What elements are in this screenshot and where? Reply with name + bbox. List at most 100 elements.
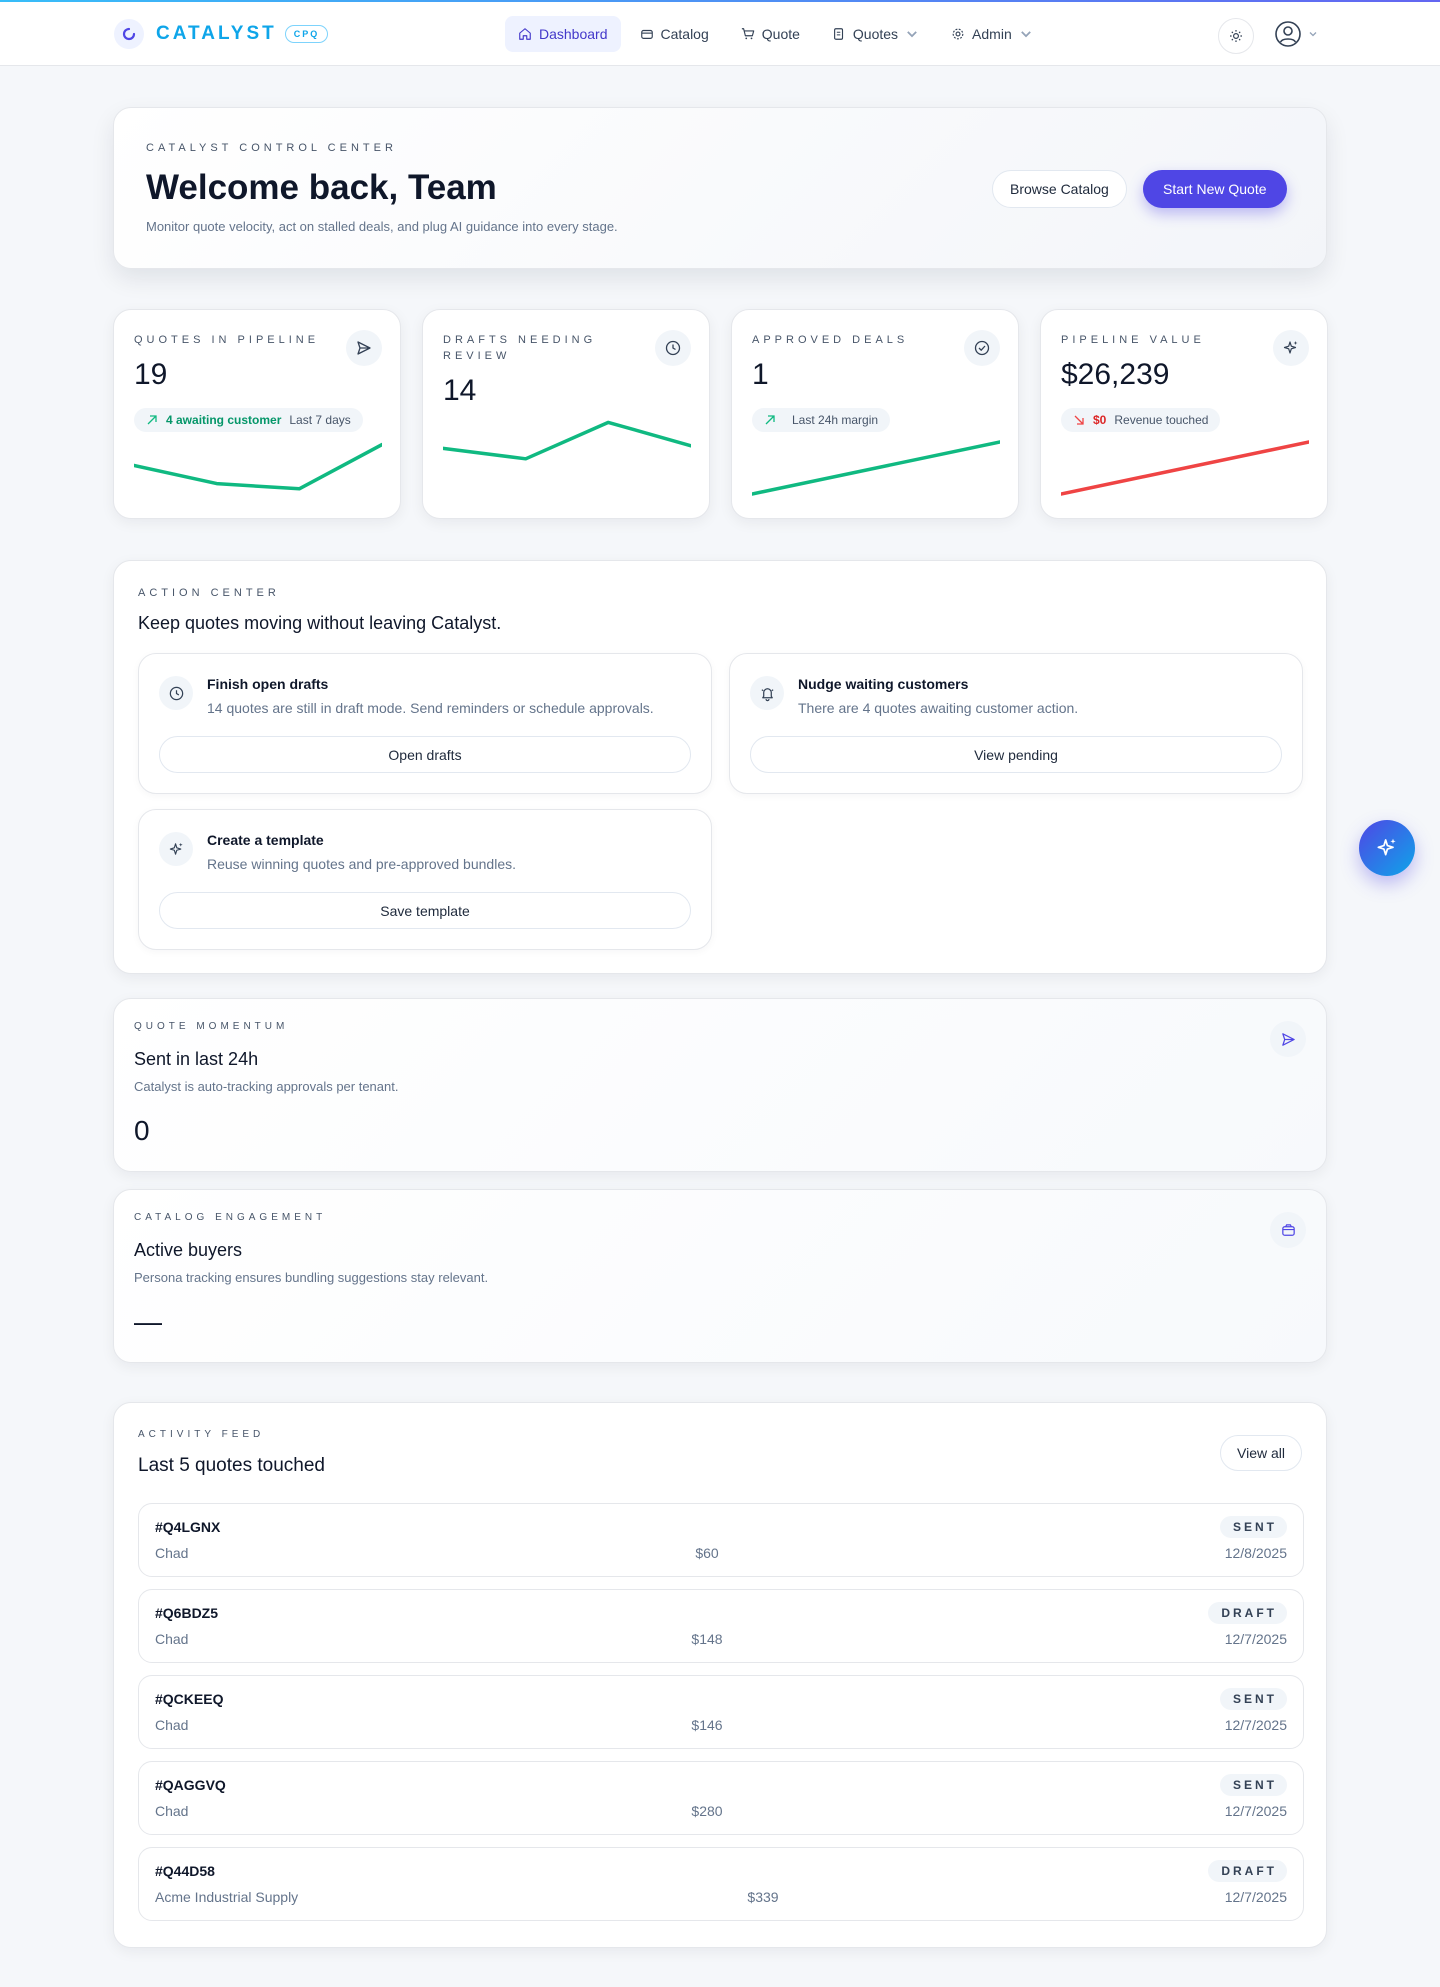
momentum-title: Sent in last 24h [134, 1049, 259, 1069]
quote-customer: Acme Industrial Supply [155, 1889, 299, 1905]
stat-label: Pipeline value [1061, 334, 1205, 346]
stat-card-drafts-needing-review: Drafts needing review 14 [422, 309, 710, 519]
stat-pill: $0 Revenue touched [1061, 408, 1221, 432]
sparkles-icon [1273, 330, 1309, 366]
cart-icon [741, 28, 755, 40]
engagement-subtitle: Persona tracking ensures bundling sugges… [134, 1270, 489, 1285]
quote-amount: $280 [691, 1803, 723, 1819]
chevron-down-icon [1309, 32, 1317, 37]
hero-eyebrow: Catalyst Control Center [146, 142, 397, 154]
catalog-engagement-card: Catalog Engagement Active buyers Persona… [113, 1189, 1327, 1363]
stat-pill-accent: $0 [1093, 413, 1107, 427]
user-avatar-icon [1275, 21, 1301, 47]
quote-date: 12/7/2025 [1224, 1631, 1287, 1647]
engagement-eyebrow: Catalog Engagement [134, 1212, 327, 1223]
status-badge: SENT [1219, 1688, 1287, 1710]
sparkline-line [752, 440, 1000, 496]
save-template-button[interactable]: Save template [159, 892, 691, 929]
activity-row[interactable]: #Q44D58 Acme Industrial Supply $339 DRAF… [138, 1847, 1304, 1921]
momentum-subtitle: Catalyst is auto-tracking approvals per … [134, 1079, 399, 1094]
quote-amount: $148 [691, 1631, 723, 1647]
brand[interactable]: CATALYST CPQ [114, 19, 329, 49]
quote-id: #Q44D58 [155, 1863, 215, 1879]
momentum-value: 0 [134, 1115, 150, 1146]
home-icon [519, 28, 531, 40]
nav-quote-label: Quote [761, 26, 800, 42]
stat-card-pipeline-value: Pipeline value $26,239 $0 Revenue touche… [1040, 309, 1328, 519]
activity-feed-card: Activity Feed Last 5 quotes touched View… [113, 1402, 1327, 1948]
status-badge: SENT [1219, 1516, 1287, 1538]
view-all-button[interactable]: View all [1220, 1435, 1302, 1471]
brand-name: CATALYST [156, 23, 277, 44]
open-drafts-button[interactable]: Open drafts [159, 736, 691, 773]
send-icon [346, 330, 382, 366]
quote-date: 12/7/2025 [1224, 1889, 1287, 1905]
quote-date: 12/7/2025 [1224, 1717, 1287, 1733]
ai-assistant-button[interactable] [1359, 820, 1415, 876]
task-description: Reuse winning quotes and pre-approved bu… [207, 856, 516, 872]
action-center-eyebrow: Action Center [138, 587, 280, 599]
brand-logo-icon [114, 19, 144, 49]
sparkles-icon [1377, 838, 1396, 856]
main-menu: Dashboard Catalog Quote Quotes Admin [505, 16, 1046, 52]
nav-admin-label: Admin [972, 26, 1012, 42]
momentum-eyebrow: Quote Momentum [134, 1021, 289, 1032]
nav-quotes-label: Quotes [852, 26, 899, 42]
quote-date: 12/7/2025 [1224, 1803, 1287, 1819]
activity-row[interactable]: #QCKEEQ Chad $146 SENT 12/7/2025 [138, 1675, 1304, 1749]
clock-icon [159, 676, 193, 710]
quote-amount: $60 [695, 1545, 719, 1561]
box-icon [1270, 1212, 1306, 1248]
stat-value: 19 [134, 358, 168, 391]
action-center-card: Action Center Keep quotes moving without… [113, 560, 1327, 974]
sparkline-chart [1061, 440, 1309, 496]
nav-dashboard[interactable]: Dashboard [505, 16, 621, 52]
engagement-title: Active buyers [134, 1240, 243, 1260]
task-title: Finish open drafts [207, 676, 329, 692]
nav-dashboard-label: Dashboard [539, 26, 608, 42]
quote-id: #QCKEEQ [155, 1691, 224, 1707]
task-nudge-waiting-customers: Nudge waiting customers There are 4 quot… [729, 653, 1303, 794]
activity-row[interactable]: #Q6BDZ5 Chad $148 DRAFT 12/7/2025 [138, 1589, 1304, 1663]
nav-catalog[interactable]: Catalog [627, 16, 722, 52]
sparkline-line [134, 442, 382, 491]
task-create-template: Create a template Reuse winning quotes a… [138, 809, 712, 950]
quote-id: #Q6BDZ5 [155, 1605, 219, 1621]
sparkles-icon [159, 832, 193, 866]
gear-icon [952, 28, 964, 40]
activity-row[interactable]: #Q4LGNX Chad $60 SENT 12/8/2025 [138, 1503, 1304, 1577]
nav-admin[interactable]: Admin [938, 16, 1046, 52]
task-title: Create a template [207, 832, 324, 848]
stat-pill: 4 awaiting customer Last 7 days [134, 408, 363, 432]
hero-card: Catalyst Control Center Welcome back, Te… [113, 107, 1327, 269]
user-menu-button[interactable] [1274, 20, 1318, 48]
hero-subtitle: Monitor quote velocity, act on stalled d… [146, 219, 618, 234]
check-circle-icon [964, 330, 1000, 366]
quote-amount: $339 [747, 1889, 779, 1905]
page-title: Welcome back, Team [146, 168, 497, 207]
quote-id: #Q4LGNX [155, 1519, 221, 1535]
trend-up-icon [147, 415, 157, 425]
stat-pill-text: Revenue touched [1114, 413, 1209, 427]
stat-value: $26,239 [1061, 358, 1170, 391]
quote-customer: Chad [155, 1803, 189, 1819]
nav-quote[interactable]: Quote [728, 16, 813, 52]
activity-row[interactable]: #QAGGVQ Chad $280 SENT 12/7/2025 [138, 1761, 1304, 1835]
feed-title: Last 5 quotes touched [138, 1455, 325, 1476]
engagement-value: — [134, 1306, 162, 1337]
stat-value: 1 [752, 358, 769, 391]
send-icon [1270, 1021, 1306, 1057]
stat-pill-accent: 4 awaiting customer [166, 413, 282, 427]
nav-catalog-label: Catalog [660, 26, 709, 42]
sparkline-chart [443, 420, 691, 461]
clock-icon [655, 330, 691, 366]
browse-catalog-button[interactable]: Browse Catalog [992, 170, 1127, 208]
theme-toggle-button[interactable] [1218, 18, 1254, 54]
quote-id: #QAGGVQ [155, 1777, 226, 1793]
nav-quotes[interactable]: Quotes [819, 16, 932, 52]
stat-card-approved-deals: Approved deals 1 Last 24h margin [731, 309, 1019, 519]
start-new-quote-button[interactable]: Start New Quote [1143, 170, 1287, 208]
view-pending-button[interactable]: View pending [750, 736, 1282, 773]
box-icon [640, 29, 653, 39]
top-accent-line [0, 0, 1440, 2]
